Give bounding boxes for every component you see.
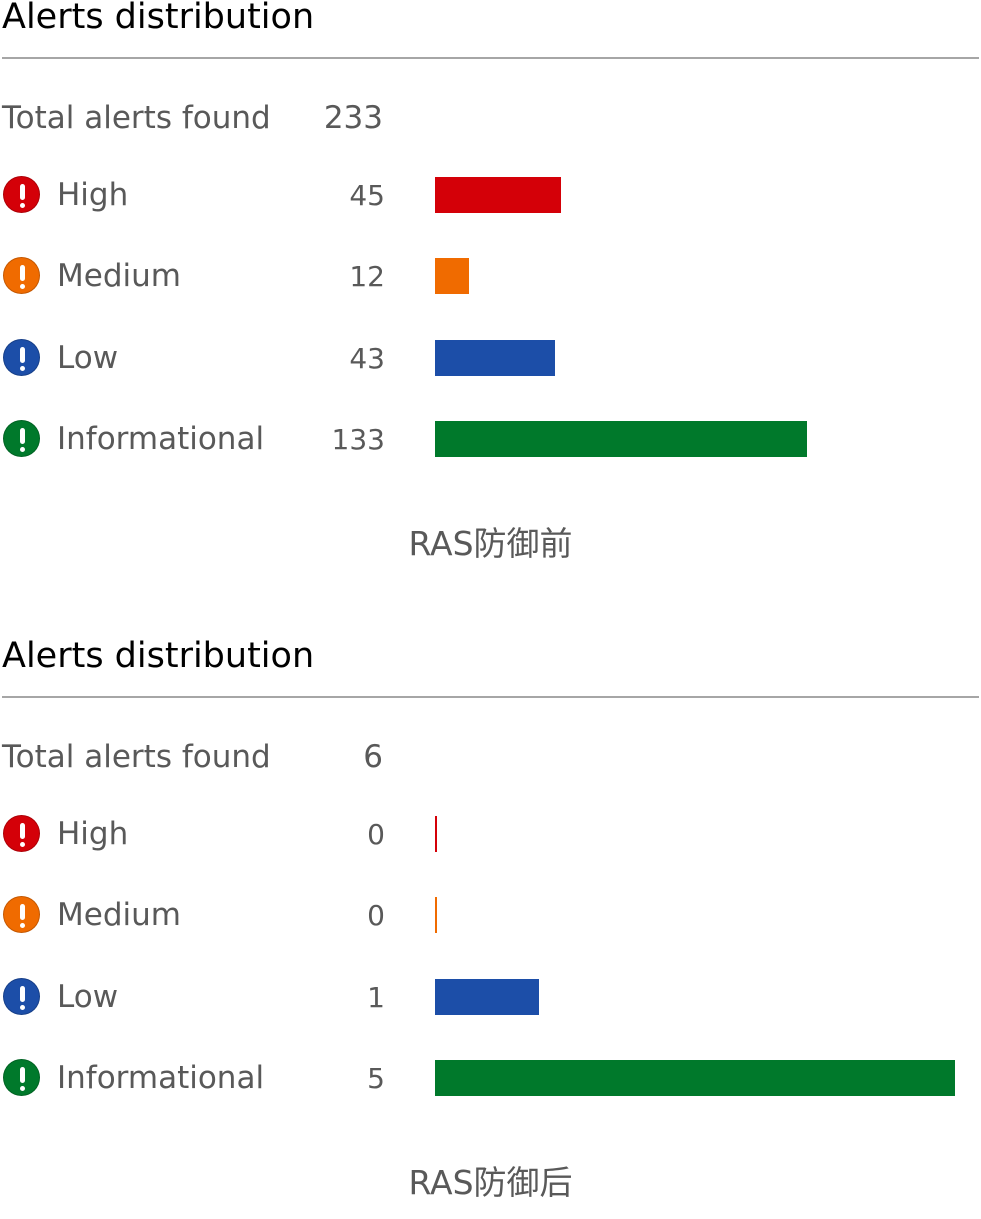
- alerts-panel-after: Alerts distribution Total alerts found 6…: [0, 636, 981, 1219]
- total-alerts-value: 233: [323, 100, 383, 136]
- severity-label: High: [57, 816, 129, 852]
- severity-count: 133: [331, 423, 385, 456]
- severity-label: Medium: [57, 258, 181, 294]
- bar-medium: [435, 897, 437, 933]
- severity-count: 12: [349, 260, 385, 293]
- severity-label: Medium: [57, 897, 181, 933]
- exclamation-circle-icon: [3, 257, 40, 294]
- severity-label: Informational: [57, 421, 265, 457]
- chart-caption: RAS防御前: [408, 524, 573, 563]
- panel-title: Alerts distribution: [2, 636, 315, 676]
- exclamation-circle-icon: [3, 896, 40, 933]
- severity-row-low: Low 1: [0, 977, 981, 1017]
- alerts-panel-before: Alerts distribution Total alerts found 2…: [0, 0, 981, 580]
- total-alerts-label: Total alerts found: [2, 100, 271, 136]
- severity-label: High: [57, 177, 129, 213]
- severity-count: 5: [367, 1062, 385, 1095]
- divider: [2, 696, 979, 698]
- bar-low: [435, 340, 555, 376]
- bar-high: [435, 816, 437, 852]
- severity-label: Low: [57, 340, 119, 376]
- severity-count: 45: [349, 179, 385, 212]
- exclamation-circle-icon: [3, 1059, 40, 1096]
- bar-informational: [435, 421, 807, 457]
- exclamation-circle-icon: [3, 978, 40, 1015]
- severity-count: 0: [367, 818, 385, 851]
- severity-row-medium: Medium 0: [0, 895, 981, 935]
- severity-row-high: High 45: [0, 175, 981, 215]
- bar-high: [435, 177, 561, 213]
- total-alerts-value: 6: [363, 739, 383, 775]
- severity-row-high: High 0: [0, 814, 981, 854]
- bar-low: [435, 979, 539, 1015]
- total-alerts-label: Total alerts found: [2, 739, 271, 775]
- severity-label: Low: [57, 979, 119, 1015]
- divider: [2, 57, 979, 59]
- bar-medium: [435, 258, 469, 294]
- severity-row-medium: Medium 12: [0, 256, 981, 296]
- severity-count: 1: [367, 981, 385, 1014]
- panel-title: Alerts distribution: [2, 0, 315, 37]
- bar-informational: [435, 1060, 955, 1096]
- severity-label: Informational: [57, 1060, 265, 1096]
- severity-row-informational: Informational 5: [0, 1058, 981, 1098]
- exclamation-circle-icon: [3, 815, 40, 852]
- exclamation-circle-icon: [3, 176, 40, 213]
- severity-row-low: Low 43: [0, 338, 981, 378]
- severity-row-informational: Informational 133: [0, 419, 981, 459]
- exclamation-circle-icon: [3, 420, 40, 457]
- chart-caption: RAS防御后: [408, 1163, 573, 1202]
- severity-count: 43: [349, 342, 385, 375]
- exclamation-circle-icon: [3, 339, 40, 376]
- severity-count: 0: [367, 899, 385, 932]
